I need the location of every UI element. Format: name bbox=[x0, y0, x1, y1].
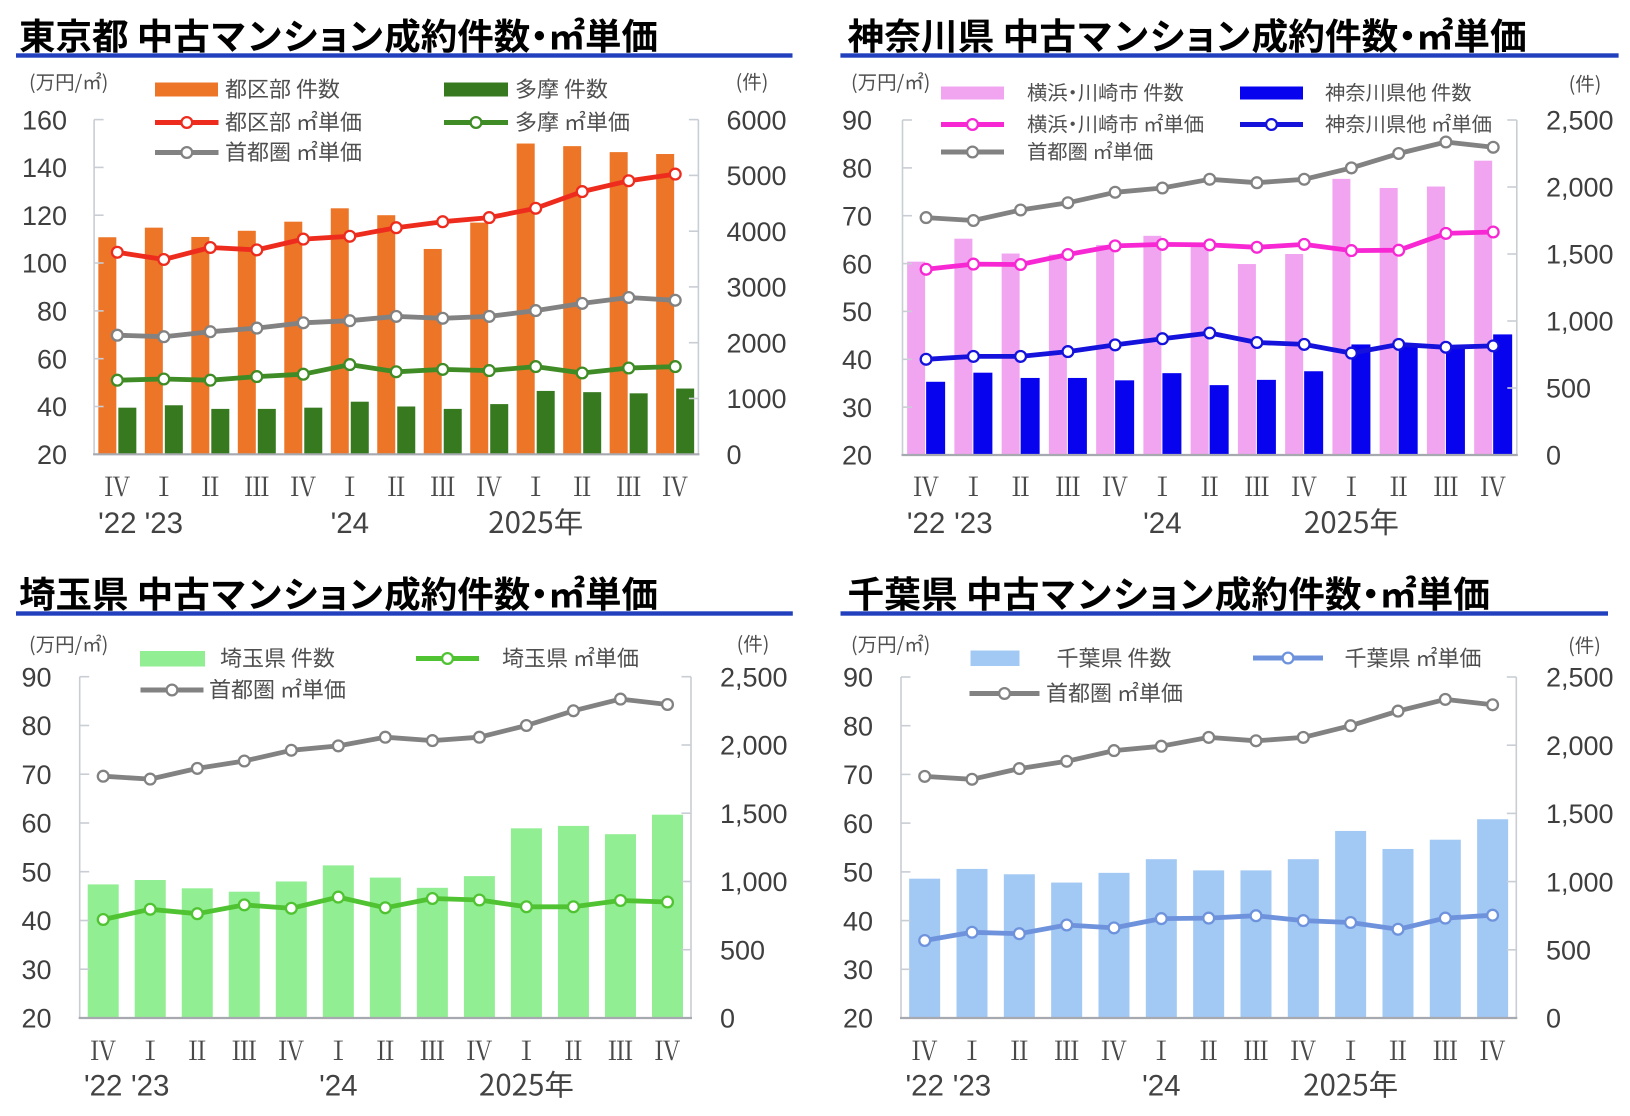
svg-text:2,000: 2,000 bbox=[720, 731, 788, 761]
svg-text:50: 50 bbox=[843, 858, 873, 888]
svg-text:500: 500 bbox=[1546, 374, 1591, 404]
svg-text:1,000: 1,000 bbox=[1546, 307, 1614, 337]
svg-text:5000: 5000 bbox=[727, 161, 787, 191]
svg-text:3000: 3000 bbox=[727, 273, 787, 303]
svg-text:90: 90 bbox=[843, 663, 873, 693]
svg-text:'24: '24 bbox=[319, 1070, 357, 1103]
svg-text:'22: '22 bbox=[905, 1070, 943, 1103]
svg-text:'23: '23 bbox=[953, 1070, 991, 1103]
svg-text:20: 20 bbox=[37, 440, 67, 470]
svg-text:160: 160 bbox=[22, 105, 67, 135]
svg-text:500: 500 bbox=[720, 935, 765, 965]
svg-text:20: 20 bbox=[843, 1004, 873, 1034]
svg-text:'22: '22 bbox=[98, 507, 136, 540]
svg-text:1,500: 1,500 bbox=[1546, 799, 1614, 829]
svg-text:60: 60 bbox=[842, 249, 872, 279]
svg-text:90: 90 bbox=[21, 662, 51, 692]
svg-text:6000: 6000 bbox=[727, 105, 787, 135]
svg-text:80: 80 bbox=[842, 154, 872, 184]
svg-text:90: 90 bbox=[842, 106, 872, 136]
svg-text:60: 60 bbox=[843, 809, 873, 839]
svg-text:40: 40 bbox=[842, 345, 872, 375]
svg-text:140: 140 bbox=[22, 153, 67, 183]
svg-text:50: 50 bbox=[21, 857, 51, 887]
svg-text:20: 20 bbox=[21, 1004, 51, 1034]
svg-text:'24: '24 bbox=[331, 507, 369, 540]
svg-text:70: 70 bbox=[842, 201, 872, 231]
svg-text:'24: '24 bbox=[1143, 507, 1181, 540]
svg-text:2,500: 2,500 bbox=[1546, 106, 1614, 136]
svg-text:0: 0 bbox=[727, 440, 742, 470]
svg-text:1,500: 1,500 bbox=[720, 799, 788, 829]
svg-text:'24: '24 bbox=[1142, 1070, 1180, 1103]
svg-text:20: 20 bbox=[842, 441, 872, 471]
svg-text:40: 40 bbox=[843, 906, 873, 936]
svg-text:1,500: 1,500 bbox=[1546, 240, 1614, 270]
svg-text:1,000: 1,000 bbox=[720, 867, 788, 897]
svg-text:70: 70 bbox=[843, 760, 873, 790]
svg-text:2,000: 2,000 bbox=[1546, 173, 1614, 203]
svg-text:60: 60 bbox=[37, 344, 67, 374]
svg-text:2,500: 2,500 bbox=[1546, 663, 1614, 693]
svg-text:30: 30 bbox=[843, 955, 873, 985]
svg-text:80: 80 bbox=[843, 711, 873, 741]
svg-text:40: 40 bbox=[37, 392, 67, 422]
svg-text:'23: '23 bbox=[145, 507, 183, 540]
svg-text:'23: '23 bbox=[131, 1070, 169, 1103]
svg-text:80: 80 bbox=[21, 711, 51, 741]
svg-text:'23: '23 bbox=[954, 507, 992, 540]
svg-text:80: 80 bbox=[37, 297, 67, 327]
svg-text:2000: 2000 bbox=[727, 328, 787, 358]
svg-text:1,000: 1,000 bbox=[1546, 867, 1614, 897]
svg-text:0: 0 bbox=[1546, 1004, 1561, 1034]
svg-text:40: 40 bbox=[21, 906, 51, 936]
svg-text:50: 50 bbox=[842, 297, 872, 327]
svg-text:120: 120 bbox=[22, 201, 67, 231]
svg-text:'22: '22 bbox=[84, 1070, 122, 1103]
svg-text:60: 60 bbox=[21, 809, 51, 839]
svg-text:4000: 4000 bbox=[727, 217, 787, 247]
svg-text:2,500: 2,500 bbox=[720, 662, 788, 692]
svg-text:30: 30 bbox=[842, 393, 872, 423]
svg-text:0: 0 bbox=[720, 1004, 735, 1034]
svg-text:500: 500 bbox=[1546, 936, 1591, 966]
svg-text:70: 70 bbox=[21, 760, 51, 790]
svg-text:0: 0 bbox=[1546, 441, 1561, 471]
svg-text:2,000: 2,000 bbox=[1546, 731, 1614, 761]
svg-text:'22: '22 bbox=[907, 507, 945, 540]
svg-text:100: 100 bbox=[22, 249, 67, 279]
svg-text:1000: 1000 bbox=[727, 384, 787, 414]
svg-text:30: 30 bbox=[21, 955, 51, 985]
